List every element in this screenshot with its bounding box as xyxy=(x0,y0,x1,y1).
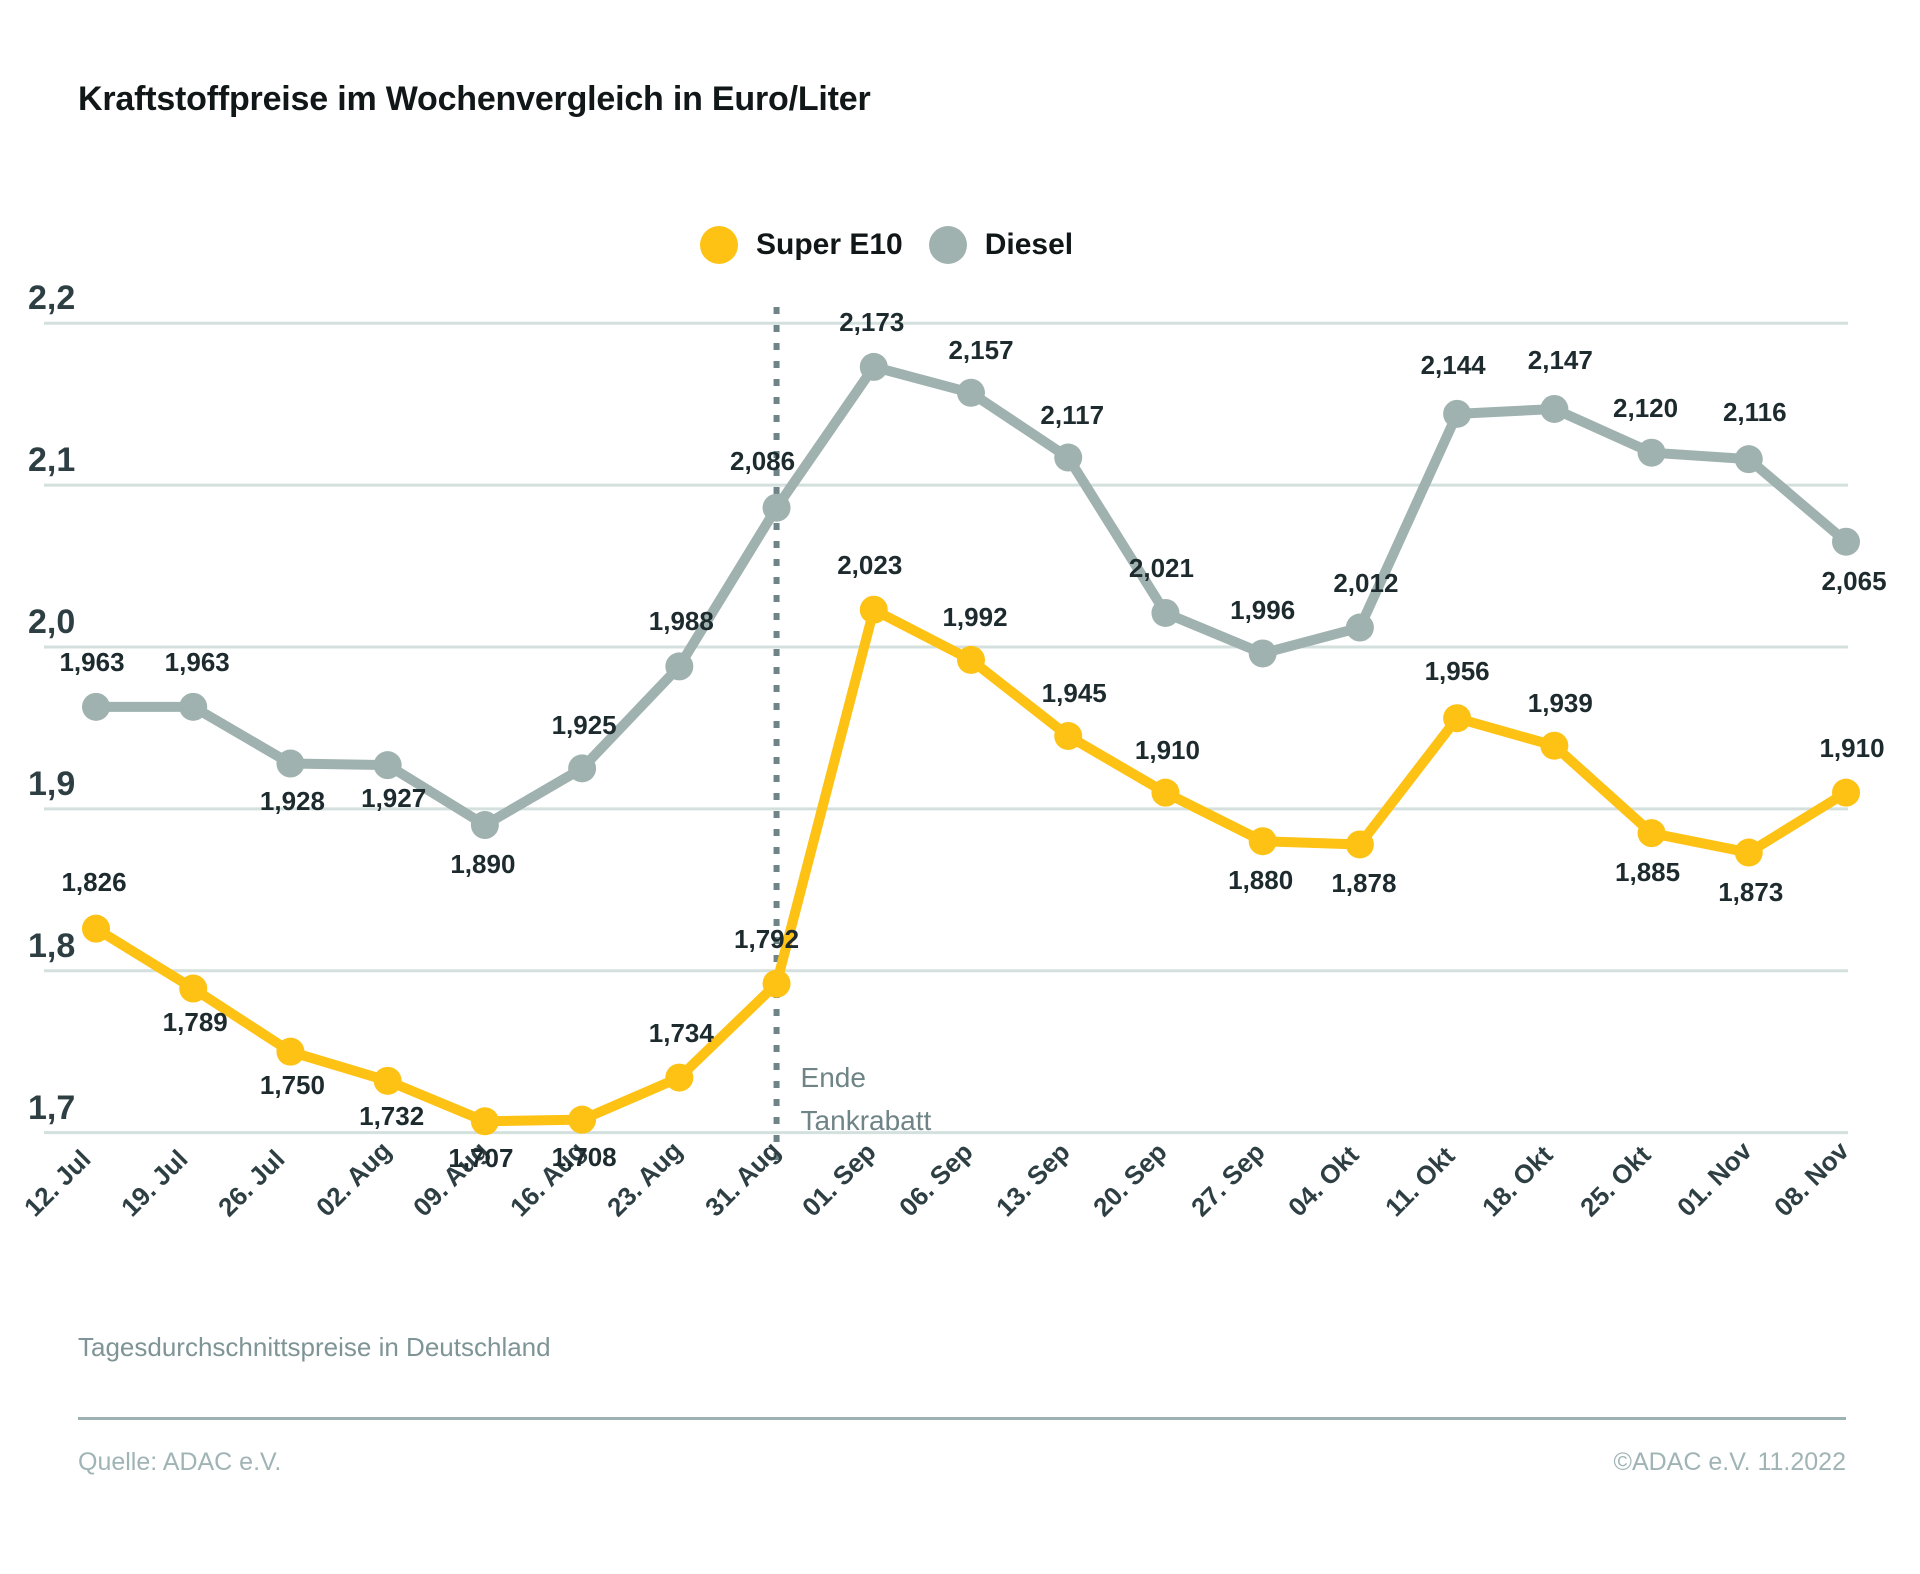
x-axis-tick-label: 08. Nov xyxy=(1768,1135,1855,1223)
y-axis-tick-label: 1,8 xyxy=(28,926,76,965)
annotation-tankrabatt: Tankrabatt xyxy=(800,1105,932,1136)
y-axis-tick-label: 2,2 xyxy=(28,279,76,318)
data-point-label: 1,992 xyxy=(942,601,1008,632)
data-point-label: 1,732 xyxy=(359,1100,425,1131)
data-point-label: 2,157 xyxy=(948,334,1014,365)
data-point-label: 1,890 xyxy=(450,849,516,880)
x-axis-tick-label: 18. Okt xyxy=(1476,1139,1559,1223)
x-axis-tick-label: 19. Jul xyxy=(115,1143,194,1223)
x-axis-tick-label: 25. Okt xyxy=(1573,1139,1657,1223)
data-point-label: 1,750 xyxy=(259,1069,325,1100)
data-point-label: 1,880 xyxy=(1228,865,1294,896)
data-point-label: 1,925 xyxy=(551,710,617,741)
legend-label-super-e10: Super E10 xyxy=(756,228,903,261)
x-axis-tick-label: 13. Sep xyxy=(990,1136,1076,1223)
data-point-label: 2,120 xyxy=(1613,392,1679,423)
x-axis-tick-label: 26. Jul xyxy=(212,1143,291,1223)
x-axis-tick-label: 12. Jul xyxy=(18,1143,97,1223)
data-point-label: 2,116 xyxy=(1722,397,1787,428)
data-point-label: 2,023 xyxy=(837,549,903,580)
y-axis-tick-label: 1,9 xyxy=(28,764,76,803)
data-point-label: 1,873 xyxy=(1718,876,1784,907)
circle-marker-icon xyxy=(928,226,967,264)
page-title: Kraftstoffpreise im Wochenvergleich in E… xyxy=(78,80,871,118)
footer-divider xyxy=(78,1417,1846,1420)
data-point-label: 1,963 xyxy=(164,646,230,677)
x-axis-tick-label: 27. Sep xyxy=(1184,1136,1271,1223)
data-point-label: 1,792 xyxy=(734,923,800,954)
x-axis-tick-label: 01. Sep xyxy=(795,1136,882,1223)
x-axis-tick-label: 31. Aug xyxy=(698,1135,786,1223)
x-axis-tick-label: 11. Okt xyxy=(1379,1140,1461,1223)
data-point-label: 2,065 xyxy=(1821,565,1887,596)
legend-label-diesel: Diesel xyxy=(984,228,1074,261)
footer-source: Quelle: ADAC e.V. xyxy=(78,1448,282,1476)
data-point-label: 1,963 xyxy=(59,646,125,677)
data-point-label: 1,826 xyxy=(61,866,127,897)
chart-legend: Super E10 Diesel xyxy=(700,222,1073,268)
data-point-label: 1,910 xyxy=(1819,732,1885,763)
data-point-label: 1,885 xyxy=(1615,857,1681,888)
data-point-label: 1,945 xyxy=(1041,678,1107,708)
x-axis-tick-label: 02. Aug xyxy=(309,1135,397,1223)
y-axis-tick-label: 2,1 xyxy=(28,441,76,480)
x-axis-tick-label: 20. Sep xyxy=(1087,1136,1174,1223)
data-point-label: 1,789 xyxy=(162,1006,228,1037)
data-point-label: 1,708 xyxy=(551,1141,617,1172)
data-point-label: 2,012 xyxy=(1333,567,1399,598)
data-point-label: 1,734 xyxy=(648,1017,714,1048)
data-point-label: 1,939 xyxy=(1527,687,1593,718)
y-axis-tick-label: 2,0 xyxy=(28,602,76,641)
data-point-label: 1,988 xyxy=(648,606,714,637)
data-point-label: 1,956 xyxy=(1424,656,1490,687)
data-point-label: 2,086 xyxy=(730,445,796,476)
data-point-label: 2,147 xyxy=(1527,344,1593,375)
data-point-label: 2,144 xyxy=(1420,349,1486,380)
data-point-label: 1,707 xyxy=(448,1143,514,1174)
x-axis-tick-label: 01. Nov xyxy=(1670,1135,1758,1223)
legend-item-diesel[interactable]: Diesel xyxy=(928,226,1074,264)
x-axis-tick-label: 06. Sep xyxy=(893,1136,979,1223)
data-point-label: 2,021 xyxy=(1128,552,1194,583)
annotation-ende: Ende xyxy=(800,1062,866,1093)
footer-copyright: ©ADAC e.V. 11.2022 xyxy=(1613,1448,1846,1476)
x-axis-tick-label: 04. Okt xyxy=(1281,1139,1365,1223)
data-point-label: 1,996 xyxy=(1230,595,1296,626)
legend-item-super-e10[interactable]: Super E10 xyxy=(700,226,903,264)
data-point-label: 1,878 xyxy=(1331,868,1397,899)
data-point-label: 1,928 xyxy=(259,785,325,816)
y-axis-tick-label: 1,7 xyxy=(28,1088,76,1127)
data-point-label: 1,927 xyxy=(361,783,427,814)
data-point-label: 1,910 xyxy=(1134,734,1200,765)
chart-subnote: Tagesdurchschnittspreise in Deutschland xyxy=(78,1332,551,1362)
data-point-label: 2,117 xyxy=(1040,399,1105,430)
data-point-label: 2,173 xyxy=(839,306,905,337)
circle-marker-icon xyxy=(700,226,738,264)
